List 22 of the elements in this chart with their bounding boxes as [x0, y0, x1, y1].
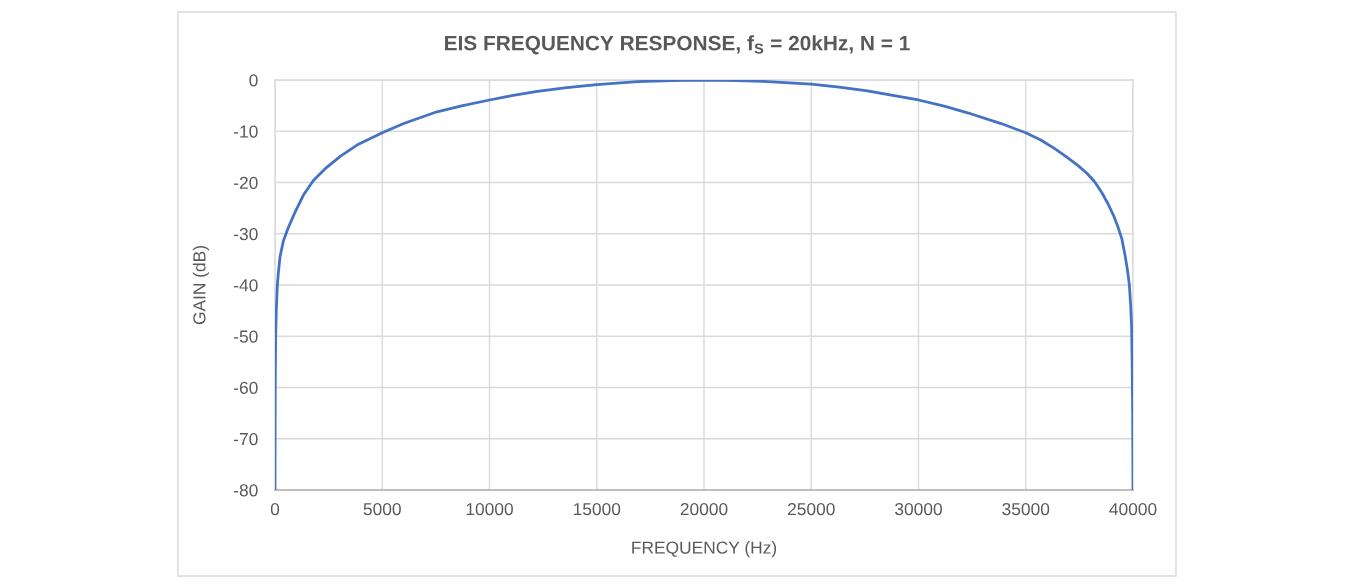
line-series: [275, 80, 1133, 490]
x-tick-label: 35000: [1002, 502, 1050, 516]
x-tick-label: 10000: [466, 502, 513, 516]
x-tick-label: 15000: [573, 502, 621, 516]
x-axis-title: FREQUENCY (Hz): [632, 541, 777, 558]
y-tick-label: -70: [234, 432, 258, 446]
y-tick-label: 0: [249, 74, 258, 87]
y-tick-label: -40: [234, 279, 258, 292]
x-tick-label: 40000: [1109, 502, 1157, 516]
x-tick-label: 25000: [787, 502, 835, 516]
y-tick-label: -10: [234, 125, 258, 138]
chart-title: EIS FREQUENCY RESPONSE, f$_{S}$ = 20kHz, N = 1: [445, 35, 910, 55]
y-axis-title: GAIN (dB): [192, 246, 209, 325]
y-tick-label: -80: [234, 484, 258, 497]
y-tick-label: -20: [234, 176, 258, 189]
y-tick-label: -60: [234, 381, 258, 394]
x-tick-label: 5000: [363, 502, 401, 516]
x-tick-label: 30000: [895, 502, 942, 516]
y-tick-label: -30: [234, 227, 258, 241]
x-tick-label: 20000: [680, 502, 728, 516]
x-tick-label: 0: [270, 502, 280, 516]
y-tick-label: -50: [234, 330, 258, 343]
